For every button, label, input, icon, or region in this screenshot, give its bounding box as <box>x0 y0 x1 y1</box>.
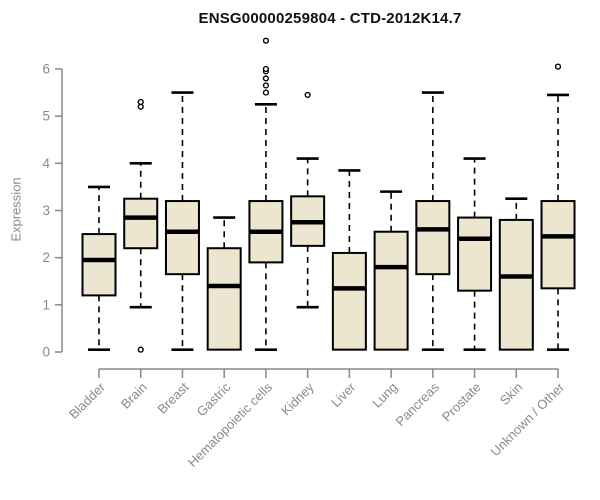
x-tick-label: Unknown / Other <box>488 379 568 459</box>
iqr-box <box>373 230 409 351</box>
outlier-point <box>262 65 270 73</box>
chart-title: ENSG00000259804 - CTD-2012K14.7 <box>198 10 462 27</box>
iqr-box <box>123 197 159 250</box>
y-tick-label: 2 <box>42 250 50 265</box>
x-tick-label: Skin <box>497 380 525 408</box>
outlier-point <box>262 37 270 44</box>
iqr-box <box>206 247 242 351</box>
x-tick-label: Lung <box>369 380 400 411</box>
y-tick-label: 4 <box>42 156 50 171</box>
x-tick-label: Pancreas <box>393 379 443 429</box>
x-tick-label: Gastric <box>194 379 234 419</box>
outlier-point <box>554 63 562 70</box>
iqr-box <box>415 200 451 276</box>
y-tick-label: 3 <box>42 203 50 218</box>
iqr-box <box>331 251 367 351</box>
y-tick-label: 5 <box>42 109 50 124</box>
x-tick-label: Bladder <box>66 379 109 422</box>
outlier-point <box>262 89 270 96</box>
iqr-box <box>164 200 200 276</box>
y-tick-label: 6 <box>42 61 50 76</box>
outlier-point <box>262 75 270 82</box>
outlier-point <box>137 98 144 106</box>
iqr-box <box>457 216 493 292</box>
x-tick-label: Liver <box>328 379 359 410</box>
outlier-point <box>304 91 311 99</box>
iqr-box <box>498 218 534 351</box>
x-tick-label: Prostate <box>439 380 484 425</box>
iqr-box <box>81 233 117 297</box>
outlier-point <box>262 82 270 89</box>
iqr-box <box>540 200 576 290</box>
x-tick-label: Brain <box>118 380 150 412</box>
x-tick-label: Kidney <box>278 379 317 418</box>
x-tick-label: Breast <box>154 379 191 416</box>
y-tick-label: 1 <box>42 297 50 312</box>
y-tick-label: 0 <box>42 345 50 360</box>
outlier-point <box>137 346 144 353</box>
